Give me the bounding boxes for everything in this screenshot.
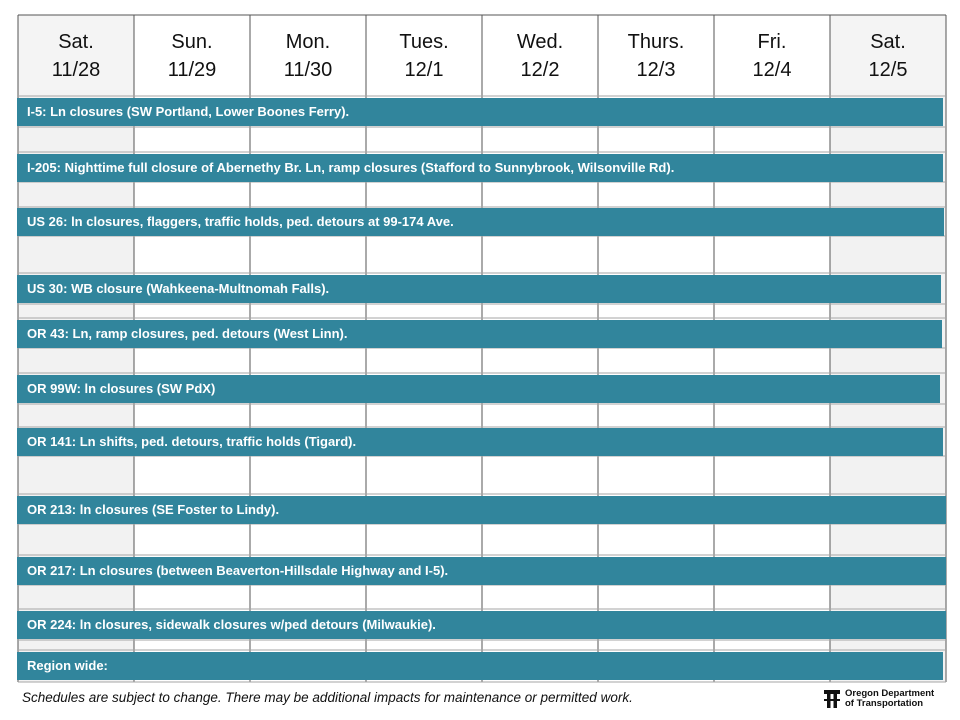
project-bar: I-205: Nighttime full closure of Abernet…	[17, 154, 943, 182]
logo-line-1: Oregon Department	[845, 688, 935, 699]
project-bar: I-5: Ln closures (SW Portland, Lower Boo…	[17, 98, 943, 126]
day-header: Sun. 11/29	[134, 20, 250, 92]
day-header: Mon. 11/30	[250, 20, 366, 92]
day-header: Thurs. 12/3	[598, 20, 714, 92]
day-header: Fri. 12/4	[714, 20, 830, 92]
day-name: Tues.	[399, 31, 449, 53]
project-bar: US 26: ln closures, flaggers, traffic ho…	[17, 208, 944, 236]
project-bar: OR 99W: ln closures (SW PdX)	[17, 375, 940, 403]
day-name: Sat.	[58, 31, 94, 53]
day-header: Tues. 12/1	[366, 20, 482, 92]
day-date: 12/4	[752, 59, 792, 81]
day-header: Wed. 12/2	[482, 20, 598, 92]
footer-disclaimer: Schedules are subject to change. There m…	[22, 690, 633, 705]
day-date: 11/28	[51, 59, 101, 81]
project-bar: OR 43: Ln, ramp closures, ped. detours (…	[17, 320, 942, 348]
project-bar: OR 141: Ln shifts, ped. detours, traffic…	[17, 428, 943, 456]
day-date: 11/30	[283, 59, 333, 81]
project-bar: US 30: WB closure (Wahkeena-Multnomah Fa…	[17, 275, 941, 303]
day-name: Wed.	[516, 31, 564, 53]
day-name: Fri.	[757, 31, 787, 53]
day-date: 12/1	[404, 59, 444, 81]
project-bar: OR 213: ln closures (SE Foster to Lindy)…	[17, 496, 946, 524]
logo-line-2: of Transportation	[845, 698, 924, 709]
day-name: Sun.	[171, 31, 213, 53]
weekend-header-shade	[830, 15, 946, 96]
day-header: Sat. 12/5	[830, 20, 946, 92]
project-bar: Region wide:	[17, 652, 943, 680]
odot-logo: Oregon Department of Transportation	[823, 689, 934, 709]
weekend-header-shade	[18, 15, 134, 96]
day-header: Sat. 11/28	[18, 20, 134, 92]
project-bar: OR 224: ln closures, sidewalk closures w…	[17, 611, 946, 639]
day-name: Sat.	[870, 31, 906, 53]
day-date: 11/29	[167, 59, 217, 81]
odot-logo-icon	[824, 690, 840, 708]
day-name: Thurs.	[627, 31, 685, 53]
day-date: 12/2	[520, 59, 560, 81]
day-name: Mon.	[285, 31, 331, 53]
project-bar: OR 217: Ln closures (between Beaverton-H…	[17, 557, 946, 585]
day-date: 12/5	[868, 59, 908, 81]
day-date: 12/3	[636, 59, 676, 81]
